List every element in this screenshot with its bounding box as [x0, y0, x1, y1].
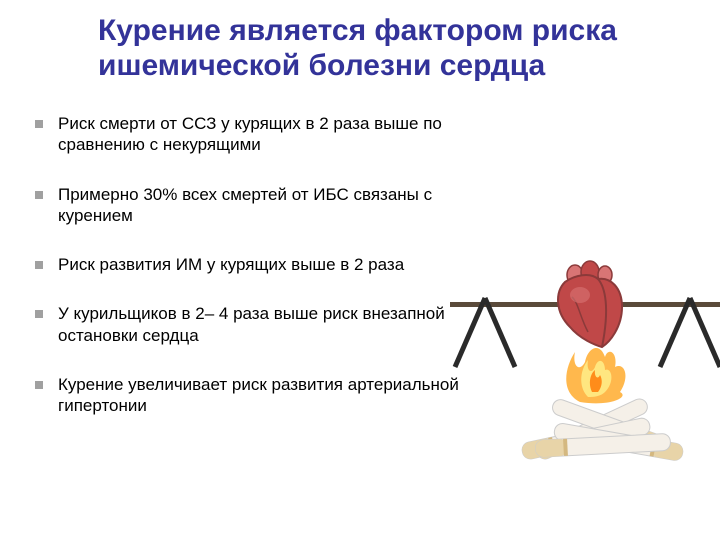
slide-title: Курение является фактором риска ишемичес… — [0, 0, 720, 83]
list-item: Курение увеличивает риск развития артери… — [28, 374, 490, 417]
list-item: Примерно 30% всех смертей от ИБС связаны… — [28, 184, 490, 227]
heart-fire-illustration — [450, 242, 720, 462]
list-item: Риск развития ИМ у курящих выше в 2 раза — [28, 254, 490, 275]
list-item: У курильщиков в 2– 4 раза выше риск внез… — [28, 303, 490, 346]
list-item: Риск смерти от ССЗ у курящих в 2 раза вы… — [28, 113, 490, 156]
